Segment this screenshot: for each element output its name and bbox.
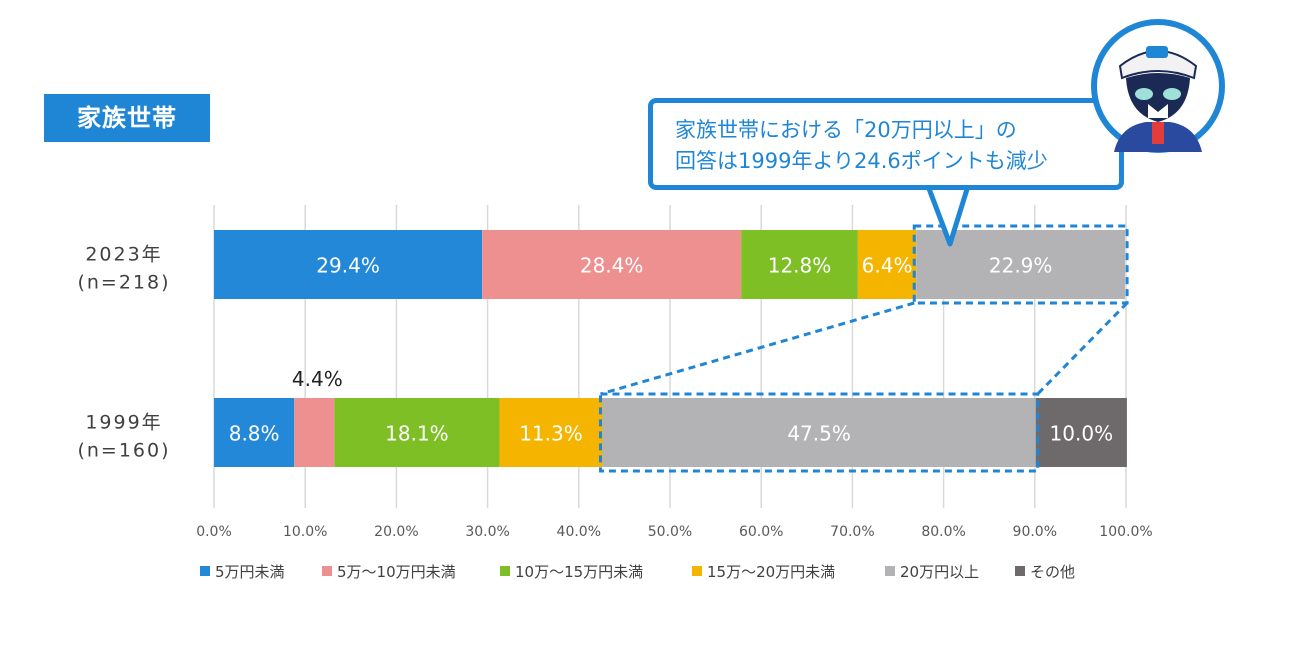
data-label: 22.9% <box>989 254 1053 278</box>
legend-swatch <box>1015 566 1025 576</box>
data-label: 18.1% <box>385 422 449 446</box>
category-sample-size: (n=160) <box>77 440 170 462</box>
legend-label: 15万～20万円未満 <box>707 563 835 581</box>
x-tick-label: 70.0% <box>830 524 874 540</box>
legend-swatch <box>885 566 895 576</box>
data-label: 4.4% <box>292 367 343 391</box>
bar-segment <box>741 230 858 299</box>
x-tick-label: 30.0% <box>465 524 509 540</box>
x-tick-label: 0.0% <box>196 524 232 540</box>
x-tick-label: 80.0% <box>921 524 965 540</box>
x-tick-label: 10.0% <box>283 524 327 540</box>
x-tick-label: 90.0% <box>1013 524 1057 540</box>
x-axis-ticks: 0.0% 10.0% 20.0% 30.0% 40.0% 50.0% 60.0% 70.0% 8… <box>196 524 1152 540</box>
data-label: 47.5% <box>787 422 851 446</box>
bar-segment <box>294 398 335 467</box>
data-label: 12.8% <box>768 254 832 278</box>
data-label: 29.4% <box>316 254 380 278</box>
bar-segment <box>857 230 917 299</box>
legend-label: その他 <box>1030 563 1075 581</box>
legend-label: 20万円以上 <box>900 563 979 581</box>
legend-label: 10万～15万円未満 <box>515 563 643 581</box>
category-label: 2023年 <box>85 244 162 266</box>
x-tick-label: 100.0% <box>1099 524 1152 540</box>
data-label: 6.4% <box>862 254 913 278</box>
connector-line <box>1036 301 1129 396</box>
category-label: 1999年 <box>85 412 162 434</box>
highlight-box <box>599 392 1040 473</box>
bar-segment <box>602 398 1036 467</box>
bar-segment <box>1035 398 1127 467</box>
bars: 29.4% 28.4% 12.8% 6.4% 22.9% 8.8% 4.4% 18.1% 11.… <box>214 230 1127 467</box>
category-labels: 2023年 (n=218) 1999年 (n=160) <box>77 244 170 462</box>
x-tick-label: 20.0% <box>374 524 418 540</box>
bar-segment <box>334 398 500 467</box>
highlight-boxes <box>599 183 1129 473</box>
callout-box: 家族世帯における「20万円以上」の 回答は1999年より24.6ポイントも減少 <box>648 98 1124 190</box>
bar-segment <box>214 230 483 299</box>
callout-line-1: 家族世帯における「20万円以上」の <box>675 118 1017 142</box>
mascot-avatar-icon <box>1091 19 1225 153</box>
bar-segment <box>499 398 603 467</box>
legend: 5万円未満 5万～10万円未満 10万～15万円未満 15万～20万円未満 20万円以上… <box>200 563 1075 581</box>
x-tick-label: 50.0% <box>648 524 692 540</box>
data-label: 10.0% <box>1050 422 1114 446</box>
x-tick-label: 60.0% <box>739 524 783 540</box>
legend-swatch <box>500 566 510 576</box>
callout-line-2: 回答は1999年より24.6ポイントも減少 <box>675 149 1048 173</box>
category-sample-size: (n=218) <box>77 272 170 294</box>
bar-segment <box>482 230 742 299</box>
x-tick-label: 40.0% <box>557 524 601 540</box>
data-label: 8.8% <box>229 422 280 446</box>
bar-segment <box>214 398 295 467</box>
legend-swatch <box>322 566 332 576</box>
section-label: 家族世帯 <box>44 94 210 142</box>
data-label: 11.3% <box>519 422 583 446</box>
connector-line <box>600 301 915 396</box>
highlight-box <box>912 224 1129 305</box>
legend-label: 5万～10万円未満 <box>337 563 456 581</box>
legend-label: 5万円未満 <box>215 563 285 581</box>
legend-swatch <box>692 566 702 576</box>
legend-swatch <box>200 566 210 576</box>
data-label: 28.4% <box>580 254 644 278</box>
